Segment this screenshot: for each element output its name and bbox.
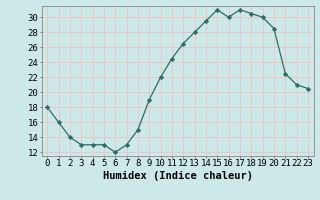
X-axis label: Humidex (Indice chaleur): Humidex (Indice chaleur) (103, 171, 252, 181)
